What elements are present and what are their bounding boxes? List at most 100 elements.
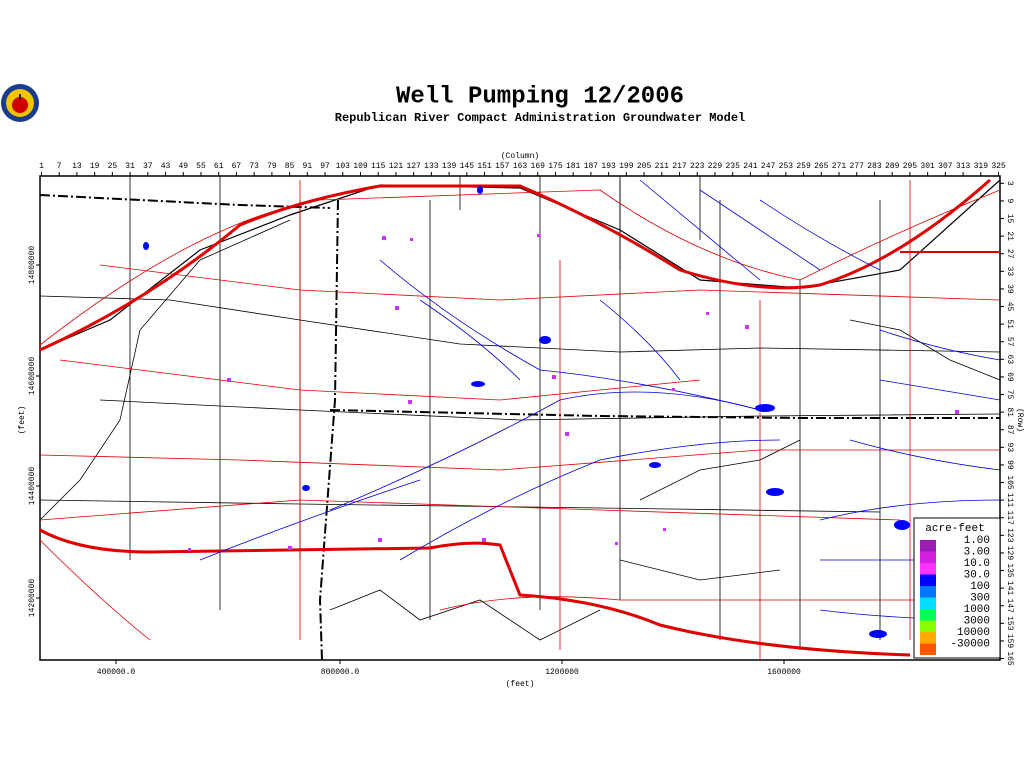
- column-tick-label: 187: [584, 162, 599, 171]
- column-tick-label: 271: [832, 162, 847, 171]
- row-tick-label: 45: [1005, 302, 1014, 312]
- legend-swatch: [920, 551, 936, 563]
- row-tick-label: 117: [1005, 511, 1014, 526]
- row-tick-label: 9: [1005, 199, 1014, 204]
- column-tick-label: 145: [460, 162, 475, 171]
- column-tick-label: 193: [601, 162, 616, 171]
- column-tick-label: 7: [57, 162, 62, 171]
- row-tick-label: 111: [1005, 493, 1014, 508]
- column-tick-label: 223: [690, 162, 705, 171]
- row-tick-label: 141: [1005, 581, 1014, 596]
- x-feet-tick-label: 1200000: [545, 668, 579, 677]
- column-tick-label: 109: [353, 162, 368, 171]
- column-tick-label: 151: [477, 162, 492, 171]
- column-label: (Column): [501, 152, 539, 161]
- row-tick-label: 69: [1005, 372, 1014, 382]
- row-tick-label: 27: [1005, 249, 1014, 259]
- row-tick-label: 15: [1005, 214, 1014, 224]
- row-tick-label: 21: [1005, 231, 1014, 241]
- legend-swatch: [920, 632, 936, 644]
- row-tick-label: 135: [1005, 563, 1014, 578]
- column-tick-label: 205: [637, 162, 652, 171]
- column-tick-label: 229: [708, 162, 723, 171]
- row-tick-label: 129: [1005, 546, 1014, 561]
- legend-label: -30000: [950, 638, 990, 650]
- column-tick-label: 37: [143, 162, 153, 171]
- row-tick-label: 39: [1005, 284, 1014, 294]
- column-tick-label: 163: [513, 162, 528, 171]
- legend-label: 30.0: [964, 569, 990, 581]
- row-tick-label: 75: [1005, 390, 1014, 400]
- column-tick-label: 283: [867, 162, 882, 171]
- column-tick-label: 157: [495, 162, 510, 171]
- column-tick-label: 1: [39, 162, 44, 171]
- x-feet-tick-label: 400000.0: [97, 668, 136, 677]
- row-tick-label: 3: [1005, 181, 1014, 186]
- legend-swatch: [920, 609, 936, 621]
- column-tick-label: 25: [108, 162, 118, 171]
- legend-label: 3.00: [964, 546, 990, 558]
- y-feet-tick-label: 14200000: [28, 579, 37, 618]
- legend-swatch: [920, 540, 936, 552]
- legend-swatch: [920, 597, 936, 609]
- legend-label: 300: [970, 592, 990, 604]
- column-tick-label: 19: [90, 162, 100, 171]
- column-tick-label: 73: [249, 162, 259, 171]
- column-tick-label: 13: [72, 162, 82, 171]
- x-feet-label: (feet): [506, 680, 535, 689]
- column-tick-label: 241: [743, 162, 758, 171]
- column-tick-label: 121: [389, 162, 404, 171]
- row-tick-label: 87: [1005, 425, 1014, 435]
- x-feet-tick-label: 1600000: [767, 668, 801, 677]
- column-tick-label: 325: [991, 162, 1006, 171]
- logo: [1, 84, 39, 122]
- map-features: [39, 175, 1001, 661]
- row-tick-label: 63: [1005, 355, 1014, 365]
- column-tick-label: 31: [125, 162, 135, 171]
- x-feet-tick-label: 800000.0: [321, 668, 360, 677]
- row-tick-label: 57: [1005, 337, 1014, 347]
- column-tick-label: 133: [424, 162, 439, 171]
- column-tick-label: 313: [956, 162, 971, 171]
- column-tick-label: 55: [196, 162, 206, 171]
- legend-label: 1000: [964, 604, 990, 616]
- column-tick-label: 247: [761, 162, 776, 171]
- column-tick-label: 199: [619, 162, 634, 171]
- column-tick-label: 259: [796, 162, 811, 171]
- column-tick-label: 319: [974, 162, 989, 171]
- column-tick-label: 277: [850, 162, 865, 171]
- row-tick-label: 81: [1005, 407, 1014, 417]
- column-tick-label: 139: [442, 162, 457, 171]
- row-tick-label: 153: [1005, 616, 1014, 631]
- legend-swatch: [920, 586, 936, 598]
- column-tick-label: 79: [267, 162, 277, 171]
- column-tick-label: 169: [531, 162, 546, 171]
- legend-swatch: [920, 563, 936, 575]
- legend-label: 100: [970, 581, 990, 593]
- column-tick-label: 43: [161, 162, 171, 171]
- column-tick-label: 307: [938, 162, 953, 171]
- column-tick-label: 253: [779, 162, 794, 171]
- column-tick-label: 175: [548, 162, 563, 171]
- row-tick-label: 51: [1005, 319, 1014, 329]
- column-tick-label: 181: [566, 162, 581, 171]
- column-tick-label: 67: [232, 162, 242, 171]
- y-feet-tick-label: 14600000: [28, 357, 37, 396]
- legend-label: 10.0: [964, 558, 990, 570]
- column-tick-label: 115: [371, 162, 386, 171]
- row-tick-label: 99: [1005, 460, 1014, 470]
- row-tick-label: 165: [1005, 651, 1014, 666]
- column-tick-label: 235: [725, 162, 740, 171]
- column-tick-label: 217: [672, 162, 687, 171]
- legend-label: 1.00: [964, 535, 990, 547]
- row-tick-label: 159: [1005, 634, 1014, 649]
- row-tick-label: 93: [1005, 443, 1014, 453]
- subtitle: Republican River Compact Administration …: [335, 111, 745, 125]
- y-feet-tick-label: 14400000: [28, 467, 37, 506]
- y-feet-tick-label: 14800000: [28, 246, 37, 285]
- legend-label: 10000: [957, 627, 990, 639]
- row-tick-label: 105: [1005, 475, 1014, 490]
- legend-swatch: [920, 574, 936, 586]
